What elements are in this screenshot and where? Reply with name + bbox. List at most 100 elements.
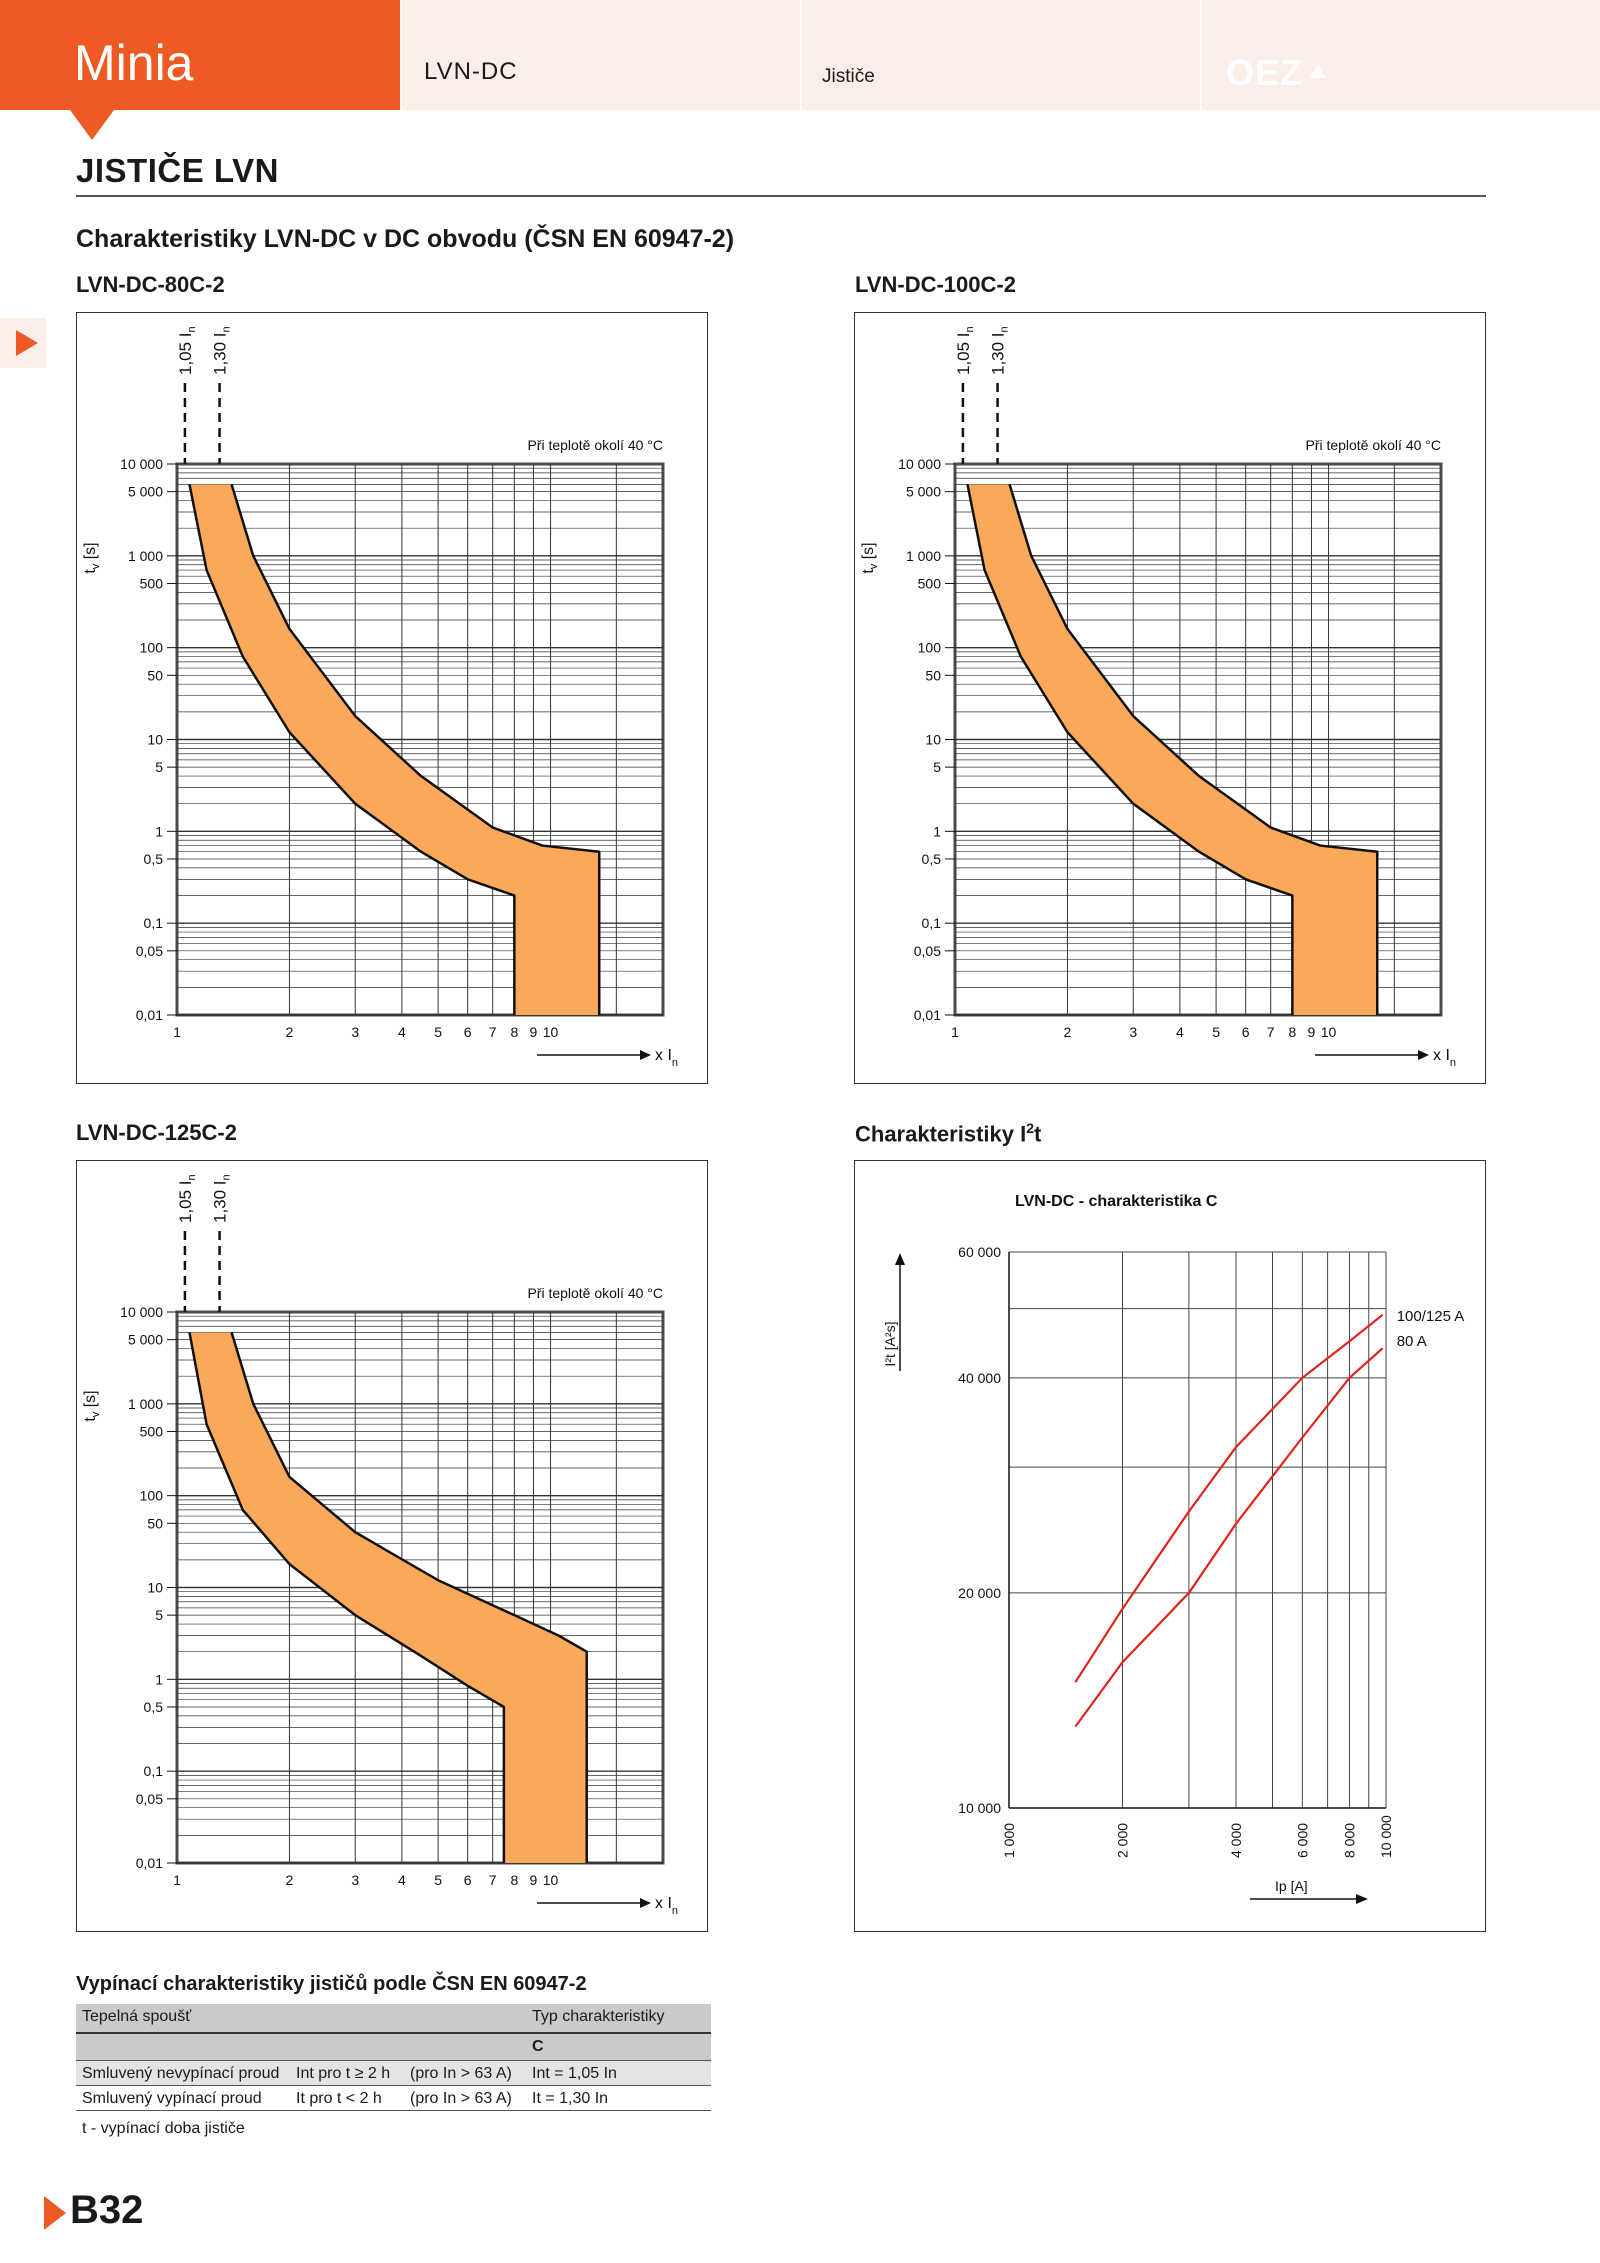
table-divider bbox=[76, 2060, 711, 2061]
arrow-head-icon bbox=[1418, 1050, 1429, 1060]
y-tick-label: 5 bbox=[155, 1607, 163, 1623]
trip-band bbox=[189, 484, 600, 1015]
conventional-current-label: 1,30 In bbox=[989, 326, 1011, 375]
chart-title-100c: LVN-DC-100C-2 bbox=[855, 272, 1016, 297]
header-category: Jističe bbox=[822, 66, 875, 87]
y-tick-label: 100 bbox=[140, 1488, 164, 1504]
table-note: t - vypínací doba jističe bbox=[82, 2120, 245, 2137]
y-tick-label: 0,01 bbox=[136, 1007, 163, 1023]
trip-band bbox=[967, 484, 1378, 1015]
oez-logo: OEZ bbox=[1226, 52, 1304, 93]
x-tick-label: 9 bbox=[530, 1024, 538, 1040]
x-tick-label: 10 000 bbox=[1378, 1815, 1394, 1858]
y-tick-label: 40 000 bbox=[958, 1370, 1001, 1386]
y-tick-label: 10 bbox=[147, 732, 163, 748]
page-title: JISTIČE LVN bbox=[76, 152, 279, 189]
y-tick-label: 5 bbox=[933, 759, 941, 775]
col-header-heat: Tepelná spoušť bbox=[82, 2008, 192, 2025]
y-tick-label: 60 000 bbox=[958, 1244, 1001, 1260]
arrow-head-icon bbox=[640, 1050, 651, 1060]
y-tick-label: 0,5 bbox=[144, 1699, 164, 1715]
x-tick-label: 2 bbox=[286, 1872, 294, 1888]
y-tick-label: 1 bbox=[155, 823, 163, 839]
y-tick-label: 0,1 bbox=[144, 1763, 164, 1779]
chart-panel-125c: 1,05 In 1,30 In 10 000 5 000 1 000 500 100 50 10… bbox=[76, 1160, 708, 1932]
row-condition: It pro t < 2 h bbox=[296, 2090, 382, 2107]
y-tick-label: 0,01 bbox=[136, 1855, 163, 1871]
x-tick-label: 10 bbox=[543, 1024, 559, 1040]
y-tick-label: 1 bbox=[933, 823, 941, 839]
x-tick-label: 6 bbox=[464, 1872, 472, 1888]
x-tick-label: 3 bbox=[1129, 1024, 1137, 1040]
x-tick-label: 1 bbox=[173, 1872, 181, 1888]
col-header-type-c: C bbox=[532, 2038, 544, 2055]
y-tick-label: 0,05 bbox=[136, 943, 163, 959]
row-range: (pro In > 63 A) bbox=[410, 2065, 512, 2082]
upper-trip-curve bbox=[230, 1332, 589, 1863]
arrow-up-icon bbox=[895, 1253, 905, 1265]
row-value: Int = 1,05 In bbox=[532, 2065, 617, 2082]
brand-pointer-shape bbox=[70, 110, 114, 140]
y-tick-label: 500 bbox=[140, 575, 164, 591]
y-tick-label: 0,05 bbox=[914, 943, 941, 959]
x-tick-label: 2 bbox=[1064, 1024, 1072, 1040]
table-subheader-row: C bbox=[76, 2032, 711, 2060]
title-divider bbox=[76, 195, 1486, 197]
y-tick-label: 1 000 bbox=[906, 548, 941, 564]
chart-title-i2t: Charakteristiky I2t bbox=[855, 1120, 1042, 1147]
brand-banner bbox=[0, 0, 400, 110]
x-tick-label: 1 bbox=[173, 1024, 181, 1040]
table-header-row: Tepelná spoušť Typ charakteristiky bbox=[76, 2004, 711, 2032]
conventional-current-label: 1,30 In bbox=[211, 326, 233, 375]
y-tick-label: 5 000 bbox=[906, 484, 941, 500]
y-axis-label: tv [s] bbox=[82, 1390, 102, 1421]
conventional-current-label: 1,30 In bbox=[211, 1174, 233, 1223]
y-tick-label: 50 bbox=[147, 667, 163, 683]
y-tick-label: 5 bbox=[155, 759, 163, 775]
table-title: Vypínací charakteristiky jističů podle Č… bbox=[76, 1973, 587, 1995]
logo-triangle-icon bbox=[1310, 64, 1326, 78]
x-axis-label: Ip [A] bbox=[1275, 1878, 1308, 1894]
i2t-series-line bbox=[1074, 1313, 1384, 1683]
x-tick-label: 8 bbox=[510, 1024, 518, 1040]
temperature-note: Při teplotě okolí 40 °C bbox=[1305, 437, 1441, 453]
i2t-inner-title: LVN-DC - charakteristika C bbox=[1015, 1193, 1218, 1210]
row-name: Smluvený nevypínací proud bbox=[82, 2065, 280, 2082]
x-tick-label: 8 bbox=[510, 1872, 518, 1888]
y-axis-label: tv [s] bbox=[82, 542, 102, 573]
upper-trip-curve bbox=[230, 484, 601, 1015]
conventional-current-label: 1,05 In bbox=[954, 326, 976, 375]
row-range: (pro In > 63 A) bbox=[410, 2090, 512, 2107]
x-tick-label: 7 bbox=[489, 1024, 497, 1040]
y-tick-label: 10 bbox=[925, 732, 941, 748]
i2t-chart: LVN-DC - charakteristika C 60 000 40 000 20… bbox=[882, 1193, 1464, 1904]
x-tick-label: 4 bbox=[1176, 1024, 1184, 1040]
brand-name: Minia bbox=[74, 35, 194, 91]
trip-characteristics-table: Tepelná spoušť Typ charakteristiky C Sml… bbox=[76, 2004, 711, 2111]
temperature-note: Při teplotě okolí 40 °C bbox=[527, 437, 663, 453]
y-tick-label: 0,1 bbox=[144, 915, 164, 931]
x-tick-label: 1 bbox=[951, 1024, 959, 1040]
y-axis-label: tv [s] bbox=[860, 542, 880, 573]
chart-title-125c: LVN-DC-125C-2 bbox=[76, 1120, 237, 1145]
x-axis-label: x In bbox=[1433, 1047, 1456, 1069]
x-tick-label: 3 bbox=[351, 1872, 359, 1888]
y-tick-label: 50 bbox=[925, 667, 941, 683]
header-divider bbox=[1200, 0, 1202, 110]
arrow-head-icon bbox=[640, 1898, 651, 1908]
y-tick-label: 100 bbox=[918, 640, 942, 656]
y-tick-label: 5 000 bbox=[128, 484, 163, 500]
chart-title-80c: LVN-DC-80C-2 bbox=[76, 272, 225, 297]
x-tick-label: 6 000 bbox=[1294, 1823, 1310, 1858]
header-product: LVN-DC bbox=[424, 58, 518, 85]
page-number: B32 bbox=[70, 2188, 144, 2232]
i2t-series-line bbox=[1074, 1347, 1384, 1728]
page-arrow-icon bbox=[44, 2196, 66, 2230]
y-tick-label: 0,1 bbox=[922, 915, 942, 931]
y-tick-label: 100 bbox=[140, 640, 164, 656]
x-tick-label: 10 bbox=[1321, 1024, 1337, 1040]
y-tick-label: 500 bbox=[140, 1423, 164, 1439]
